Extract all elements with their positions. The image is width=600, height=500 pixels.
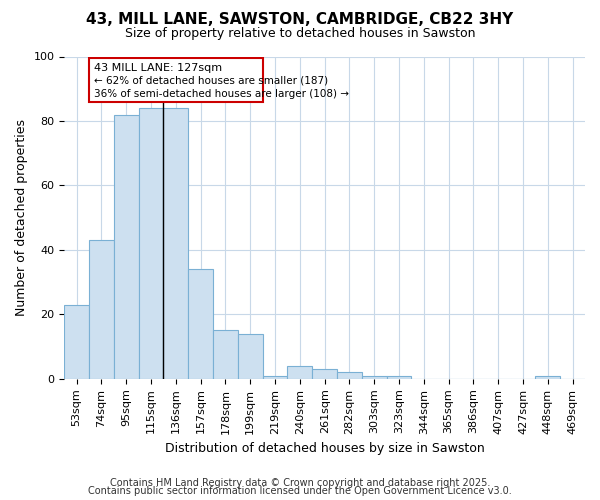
Bar — [114, 114, 139, 379]
Bar — [163, 108, 188, 379]
Bar — [89, 240, 114, 379]
Bar — [312, 369, 337, 379]
Text: Size of property relative to detached houses in Sawston: Size of property relative to detached ho… — [125, 28, 475, 40]
Bar — [287, 366, 312, 379]
Text: Contains HM Land Registry data © Crown copyright and database right 2025.: Contains HM Land Registry data © Crown c… — [110, 478, 490, 488]
Bar — [213, 330, 238, 379]
Text: Contains public sector information licensed under the Open Government Licence v3: Contains public sector information licen… — [88, 486, 512, 496]
Bar — [263, 376, 287, 379]
Text: 36% of semi-detached houses are larger (108) →: 36% of semi-detached houses are larger (… — [94, 88, 349, 99]
Bar — [337, 372, 362, 379]
Bar — [386, 376, 412, 379]
Bar — [89, 58, 263, 102]
Bar — [535, 376, 560, 379]
Bar — [64, 304, 89, 379]
Y-axis label: Number of detached properties: Number of detached properties — [15, 119, 28, 316]
Text: 43, MILL LANE, SAWSTON, CAMBRIDGE, CB22 3HY: 43, MILL LANE, SAWSTON, CAMBRIDGE, CB22 … — [86, 12, 514, 28]
Bar — [238, 334, 263, 379]
X-axis label: Distribution of detached houses by size in Sawston: Distribution of detached houses by size … — [165, 442, 485, 455]
Bar — [188, 269, 213, 379]
Bar — [362, 376, 386, 379]
Bar — [139, 108, 163, 379]
Text: ← 62% of detached houses are smaller (187): ← 62% of detached houses are smaller (18… — [94, 76, 328, 86]
Text: 43 MILL LANE: 127sqm: 43 MILL LANE: 127sqm — [94, 63, 222, 73]
